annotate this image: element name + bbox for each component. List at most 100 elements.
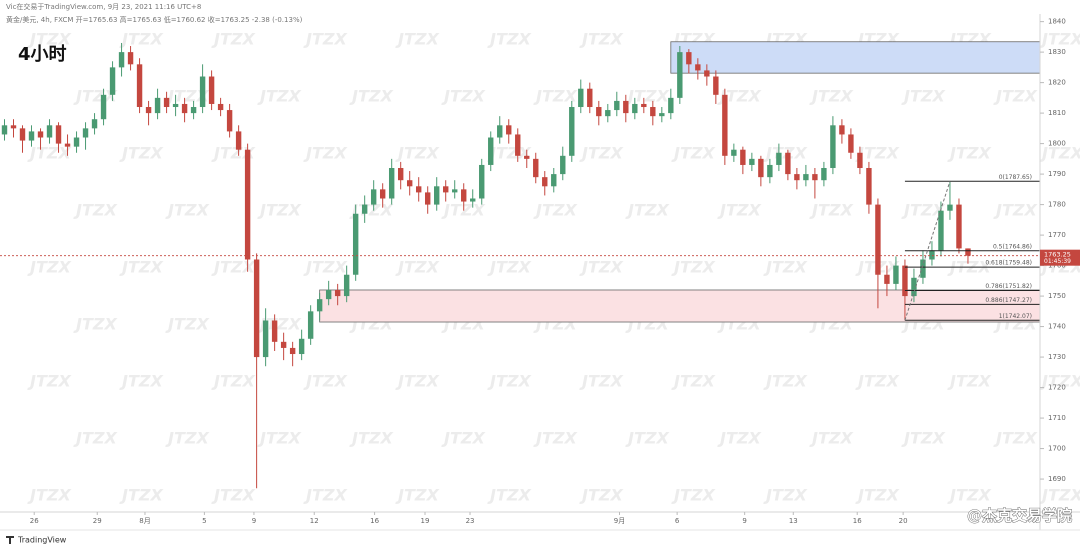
x-tick-label: 23 [466, 517, 475, 525]
candle-body [749, 158, 755, 165]
fib-label: 0.5(1764.86) [993, 243, 1032, 250]
watermark: JTZX [1039, 144, 1080, 163]
watermark: JTZX [533, 87, 577, 106]
watermark: JTZX [717, 201, 761, 220]
candle-body [10, 125, 17, 129]
x-tick-label: 6 [675, 517, 680, 525]
candle-body [271, 320, 278, 342]
watermark: JTZX [119, 144, 163, 163]
watermark: JTZX [671, 258, 715, 277]
candle-body [704, 70, 710, 77]
candle-body [776, 152, 782, 165]
candle-body [803, 174, 809, 181]
watermark: JTZX [855, 486, 899, 505]
watermark: JTZX [395, 372, 439, 391]
x-tick-label: 5 [202, 517, 206, 525]
watermark: JTZX [395, 144, 439, 163]
candle-body [127, 52, 134, 65]
candle-body [578, 88, 584, 108]
y-tick-label: 1790 [1048, 170, 1066, 178]
y-tick-label: 1770 [1048, 231, 1066, 239]
candle-body [893, 265, 899, 284]
x-tick-label: 8月 [139, 517, 150, 525]
candle-body [902, 265, 908, 297]
watermark: JTZX [303, 258, 347, 277]
candle-body [379, 189, 386, 199]
watermark: JTZX [717, 429, 761, 448]
watermark: JTZX [119, 486, 163, 505]
candle-body [722, 94, 728, 156]
watermark: JTZX [119, 30, 163, 49]
candle-body [785, 152, 791, 175]
watermark: JTZX [211, 486, 255, 505]
candle-body [542, 177, 548, 187]
watermark: JTZX [119, 258, 163, 277]
y-tick-label: 1840 [1048, 18, 1066, 26]
zone [670, 41, 1041, 74]
candle-body [325, 289, 332, 300]
candle-body [470, 198, 476, 202]
x-tick-label: 9 [742, 517, 746, 525]
watermark: JTZX [533, 429, 577, 448]
candle-body [452, 189, 458, 193]
candle-body [28, 131, 35, 141]
candle-body [307, 311, 314, 339]
watermark: JTZX [993, 201, 1037, 220]
watermark: JTZX [73, 429, 117, 448]
candle-body [839, 125, 845, 135]
watermark: JTZX [763, 258, 807, 277]
candle-body [677, 52, 683, 98]
candle-body [515, 134, 521, 156]
candle-body [668, 97, 674, 114]
watermark: JTZX [763, 486, 807, 505]
candle-body [154, 97, 161, 114]
watermark: JTZX [211, 258, 255, 277]
watermark: JTZX [947, 486, 991, 505]
watermark: JTZX [625, 429, 669, 448]
watermark: JTZX [579, 144, 623, 163]
watermark: JTZX [303, 486, 347, 505]
candle-body [289, 347, 296, 355]
candle-body [361, 204, 368, 214]
candle-body [848, 134, 854, 153]
watermark: JTZX [1039, 372, 1080, 391]
watermark: JTZX [855, 372, 899, 391]
candle-body [731, 149, 737, 156]
candle-body [91, 119, 98, 129]
candle-body [145, 107, 152, 114]
candle-body [641, 103, 647, 108]
y-tick-label: 1820 [1048, 79, 1066, 87]
candle-body [118, 52, 125, 68]
watermark: JTZX [671, 144, 715, 163]
x-tick-label: 9 [252, 517, 256, 525]
candle-body [479, 164, 485, 199]
candle-body [73, 137, 80, 147]
x-tick-label: 29 [93, 517, 102, 525]
candle-body [109, 67, 116, 95]
watermark: JTZX [625, 87, 669, 106]
y-tick-label: 1700 [1048, 445, 1066, 453]
candle-body [758, 158, 764, 178]
watermark: JTZX [487, 30, 531, 49]
watermark: JTZX [165, 315, 209, 334]
watermark: JTZX [349, 87, 393, 106]
candle-body [217, 103, 224, 111]
candle-body [713, 76, 719, 95]
chart-title: 4小时 [18, 44, 67, 65]
candle-body [208, 76, 215, 104]
candle-body [695, 64, 701, 71]
watermark-layer: JTZX JTZX JTZX JTZX JTZX JTZX JTZX JTZX JTZX JTZX… [27, 30, 1080, 505]
watermark: JTZX [579, 486, 623, 505]
candle-body [740, 149, 746, 165]
candle-body [190, 107, 197, 114]
watermark: JTZX [809, 201, 853, 220]
y-tick-label: 1780 [1048, 201, 1066, 209]
candle-body [920, 259, 926, 278]
watermark: JTZX [487, 258, 531, 277]
watermark: JTZX [441, 87, 485, 106]
watermark: JTZX [257, 201, 301, 220]
fib-label: 0.786(1751.82) [985, 283, 1032, 290]
y-tick-label: 1740 [1048, 323, 1066, 331]
